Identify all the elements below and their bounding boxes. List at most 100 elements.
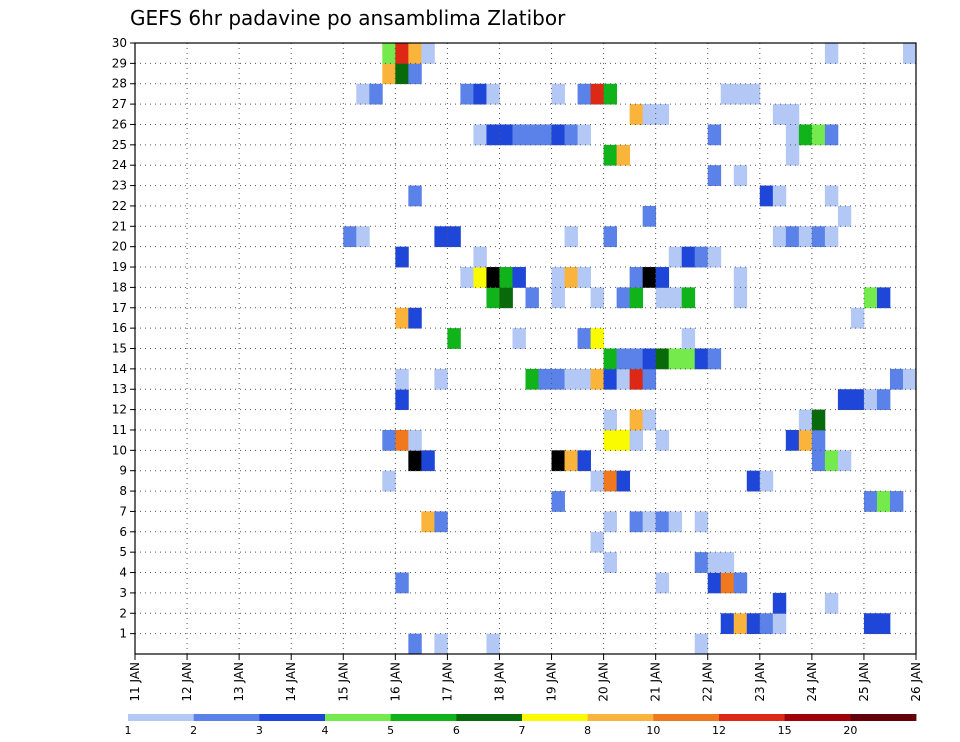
y-tick-label: 12 — [112, 403, 127, 417]
heatmap-cell — [837, 389, 852, 410]
y-tick-label: 2 — [119, 606, 127, 620]
heatmap-cell — [642, 267, 657, 288]
y-tick-label: 4 — [119, 566, 127, 580]
heatmap-cell — [629, 267, 644, 288]
heatmap-cell — [642, 409, 657, 431]
heatmap-cell — [824, 124, 839, 146]
heatmap-cell — [603, 409, 618, 431]
heatmap-cell — [629, 104, 644, 125]
heatmap-cell — [603, 368, 618, 390]
heatmap-cell — [863, 287, 878, 309]
heatmap-cell — [642, 104, 657, 125]
heatmap-cell — [408, 450, 422, 472]
colorbar-segment — [522, 714, 589, 721]
heatmap-cell — [395, 307, 409, 329]
heatmap-cell — [668, 287, 683, 309]
heatmap-cell — [785, 226, 800, 248]
heatmap-cell — [824, 226, 839, 248]
heatmap-cell — [720, 613, 735, 635]
heatmap-cell — [499, 267, 513, 288]
heatmap-cell — [668, 511, 683, 533]
heatmap-cell — [694, 511, 709, 533]
heatmap-cell — [785, 144, 800, 166]
heatmap-cell — [811, 450, 826, 472]
heatmap-cell — [434, 368, 448, 390]
heatmap-cell — [356, 83, 370, 105]
y-tick-label: 28 — [112, 77, 127, 91]
y-tick-label: 27 — [112, 97, 127, 111]
heatmap-cell — [564, 124, 578, 146]
heatmap-cell — [538, 368, 552, 390]
x-tick-label: 22 JAN — [701, 662, 715, 702]
heatmap-cell — [590, 287, 604, 309]
chart-title: GEFS 6hr padavine po ansamblima Zlatibor — [130, 6, 566, 30]
y-tick-label: 14 — [112, 362, 127, 376]
heatmap-cell — [811, 409, 826, 431]
heatmap-cell — [655, 104, 670, 125]
heatmap-cell — [343, 226, 357, 248]
heatmap-cell — [512, 124, 526, 146]
heatmap-cell — [707, 165, 722, 186]
colorbar-segment — [456, 714, 523, 721]
heatmap-cell — [473, 267, 487, 288]
heatmap-cell — [733, 165, 748, 186]
heatmap-cell — [564, 450, 578, 472]
heatmap-cell — [382, 429, 396, 451]
heatmap-cell — [876, 491, 891, 512]
heatmap-cell — [369, 83, 383, 105]
heatmap-cell — [564, 368, 578, 390]
heatmap-cell — [655, 287, 670, 309]
heatmap-cell — [707, 552, 722, 573]
heatmap-cell — [876, 389, 891, 410]
heatmap-cell — [512, 328, 526, 349]
heatmap-cell — [603, 83, 618, 105]
heatmap-cell — [603, 470, 618, 492]
heatmap-cell — [642, 205, 657, 227]
heatmap-cell — [642, 368, 657, 390]
heatmap-cell — [720, 83, 735, 105]
heatmap-cell — [759, 470, 774, 492]
heatmap-cell — [577, 450, 591, 472]
heatmap-cell — [616, 470, 631, 492]
colorbar-segment — [259, 714, 326, 721]
heatmap-cell — [577, 83, 591, 105]
heatmap-cell — [642, 511, 657, 533]
heatmap-cell — [837, 205, 852, 227]
colorbar-label: 7 — [519, 724, 526, 737]
heatmap-cell — [785, 429, 800, 451]
heatmap-cell — [525, 124, 539, 146]
y-tick-label: 22 — [112, 199, 127, 213]
heatmap-cell — [629, 287, 644, 309]
heatmap-cell — [889, 491, 904, 512]
x-tick-label: 14 JAN — [284, 662, 298, 702]
heatmap-cell — [603, 511, 618, 533]
heatmap-cell — [538, 124, 552, 146]
heatmap-cell — [733, 572, 748, 594]
colorbar-label: 1 — [125, 724, 132, 737]
heatmap-cell — [629, 409, 644, 431]
heatmap-cell — [655, 429, 670, 451]
x-tick-label: 25 JAN — [857, 662, 871, 702]
heatmap-cell — [850, 307, 865, 329]
y-tick-label: 3 — [119, 586, 127, 600]
heatmap-cell — [798, 429, 813, 451]
y-tick-label: 26 — [112, 117, 127, 131]
heatmap-cell — [603, 144, 618, 166]
colorbar-label: 5 — [387, 724, 394, 737]
heatmap-cell — [811, 124, 826, 146]
x-tick-label: 13 JAN — [232, 662, 246, 702]
heatmap-cell — [577, 124, 591, 146]
heatmap-cell — [382, 63, 396, 85]
heatmap-cell — [460, 83, 474, 105]
heatmap-cell — [590, 368, 604, 390]
heatmap-cell — [772, 104, 787, 125]
heatmap-cell — [733, 83, 748, 105]
heatmap-cell — [681, 328, 696, 349]
heatmap-cell — [551, 491, 565, 512]
heatmap-cell — [629, 368, 644, 390]
x-tick-label: 16 JAN — [388, 662, 402, 702]
heatmap-cell — [902, 368, 917, 390]
colorbar-label: 6 — [453, 724, 460, 737]
heatmap-cell — [668, 348, 683, 370]
heatmap-cell — [421, 450, 435, 472]
